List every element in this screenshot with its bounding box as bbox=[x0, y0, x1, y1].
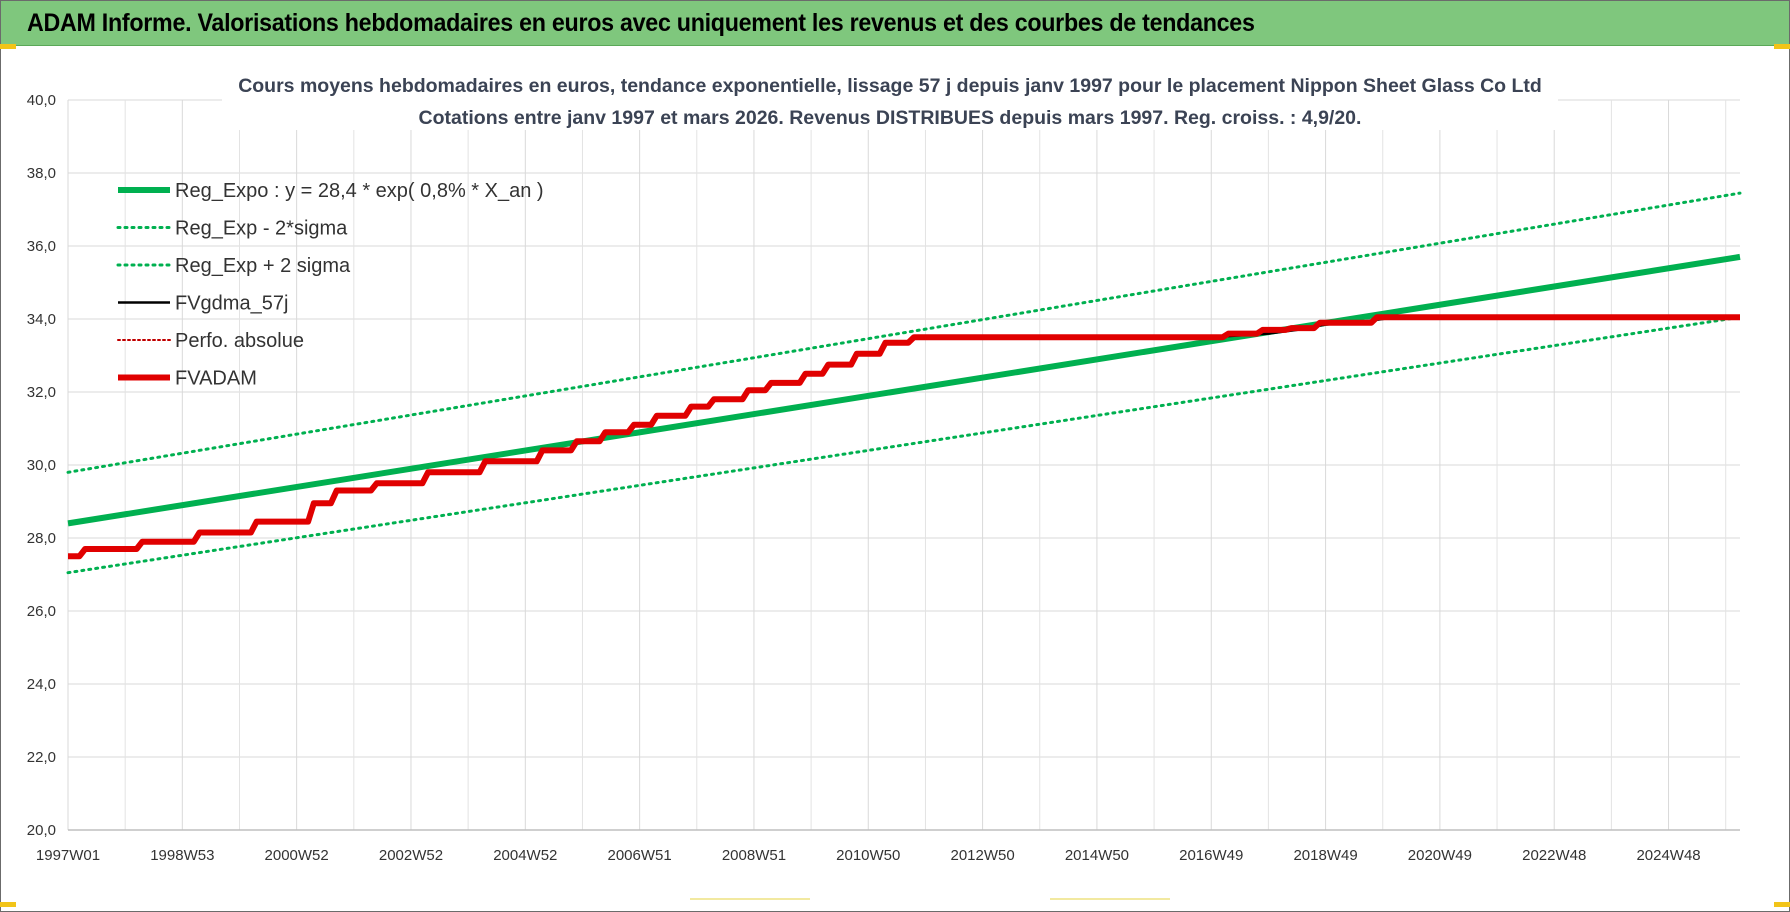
y-tick-label: 20,0 bbox=[27, 822, 56, 839]
x-tick-label: 2024W48 bbox=[1636, 847, 1700, 864]
y-tick-label: 24,0 bbox=[27, 676, 56, 693]
corner-marker bbox=[1774, 44, 1790, 49]
x-tick-label: 2020W49 bbox=[1408, 847, 1472, 864]
y-tick-label: 34,0 bbox=[27, 311, 56, 328]
corner-marker bbox=[1774, 902, 1790, 907]
title-background bbox=[222, 70, 1558, 130]
y-tick-label: 22,0 bbox=[27, 749, 56, 766]
series-line bbox=[67, 253, 1741, 527]
legend-label: Perfo. absolue bbox=[175, 330, 304, 352]
x-tick-label: 2022W48 bbox=[1522, 847, 1586, 864]
x-tick-label: 1997W01 bbox=[36, 847, 100, 864]
y-tick-label: 32,0 bbox=[27, 384, 56, 401]
series-line bbox=[66, 191, 1742, 474]
legend-label: FVgdma_57j bbox=[175, 293, 288, 315]
corner-marker bbox=[0, 902, 16, 907]
report-title: ADAM Informe. Valorisations hebdomadaire… bbox=[27, 9, 1255, 37]
x-tick-label: 2012W50 bbox=[950, 847, 1014, 864]
series-line bbox=[68, 314, 1740, 560]
bottom-marker bbox=[1050, 898, 1170, 900]
legend-label: Reg_Exp - 2*sigma bbox=[175, 218, 348, 240]
x-axis: 1997W01 1998W53 2000W52 2002W52 2004W52 2006W… bbox=[36, 847, 1701, 864]
series-line bbox=[66, 315, 1742, 575]
y-tick-label: 26,0 bbox=[27, 603, 56, 620]
x-tick-label: 2002W52 bbox=[379, 847, 443, 864]
y-axis: 20,0 22,0 24,0 26,0 28,0 30,0 32,0 34,0 36,0 38,0… bbox=[27, 92, 56, 839]
legend-label: FVADAM bbox=[175, 368, 257, 390]
y-tick-label: 38,0 bbox=[27, 165, 56, 182]
x-tick-label: 2014W50 bbox=[1065, 847, 1129, 864]
corner-marker bbox=[0, 44, 16, 49]
x-tick-label: 2018W49 bbox=[1293, 847, 1357, 864]
chart-titles: Cours moyens hebdomadaires en euros, ten… bbox=[222, 70, 1558, 130]
y-tick-label: 28,0 bbox=[27, 530, 56, 547]
x-tick-label: 2006W51 bbox=[608, 847, 672, 864]
y-tick-label: 36,0 bbox=[27, 238, 56, 255]
x-tick-label: 2008W51 bbox=[722, 847, 786, 864]
x-tick-label: 1998W53 bbox=[150, 847, 214, 864]
x-tick-label: 2000W52 bbox=[265, 847, 329, 864]
y-tick-label: 40,0 bbox=[27, 92, 56, 109]
legend: Reg_Expo : y = 28,4 * exp( 0,8% * X_an )… bbox=[116, 180, 544, 390]
x-tick-label: 2010W50 bbox=[836, 847, 900, 864]
x-tick-label: 2016W49 bbox=[1179, 847, 1243, 864]
x-tick-label: 2004W52 bbox=[493, 847, 557, 864]
series-group bbox=[66, 191, 1742, 575]
legend-label: Reg_Expo : y = 28,4 * exp( 0,8% * X_an ) bbox=[175, 180, 544, 202]
bottom-marker bbox=[690, 898, 810, 900]
report-banner: ADAM Informe. Valorisations hebdomadaire… bbox=[1, 1, 1789, 46]
legend-label: Reg_Exp + 2 sigma bbox=[175, 255, 351, 277]
y-tick-label: 30,0 bbox=[27, 457, 56, 474]
chart-title: Cours moyens hebdomadaires en euros, ten… bbox=[238, 75, 1542, 97]
chart-subtitle: Cotations entre janv 1997 et mars 2026. … bbox=[419, 107, 1362, 129]
